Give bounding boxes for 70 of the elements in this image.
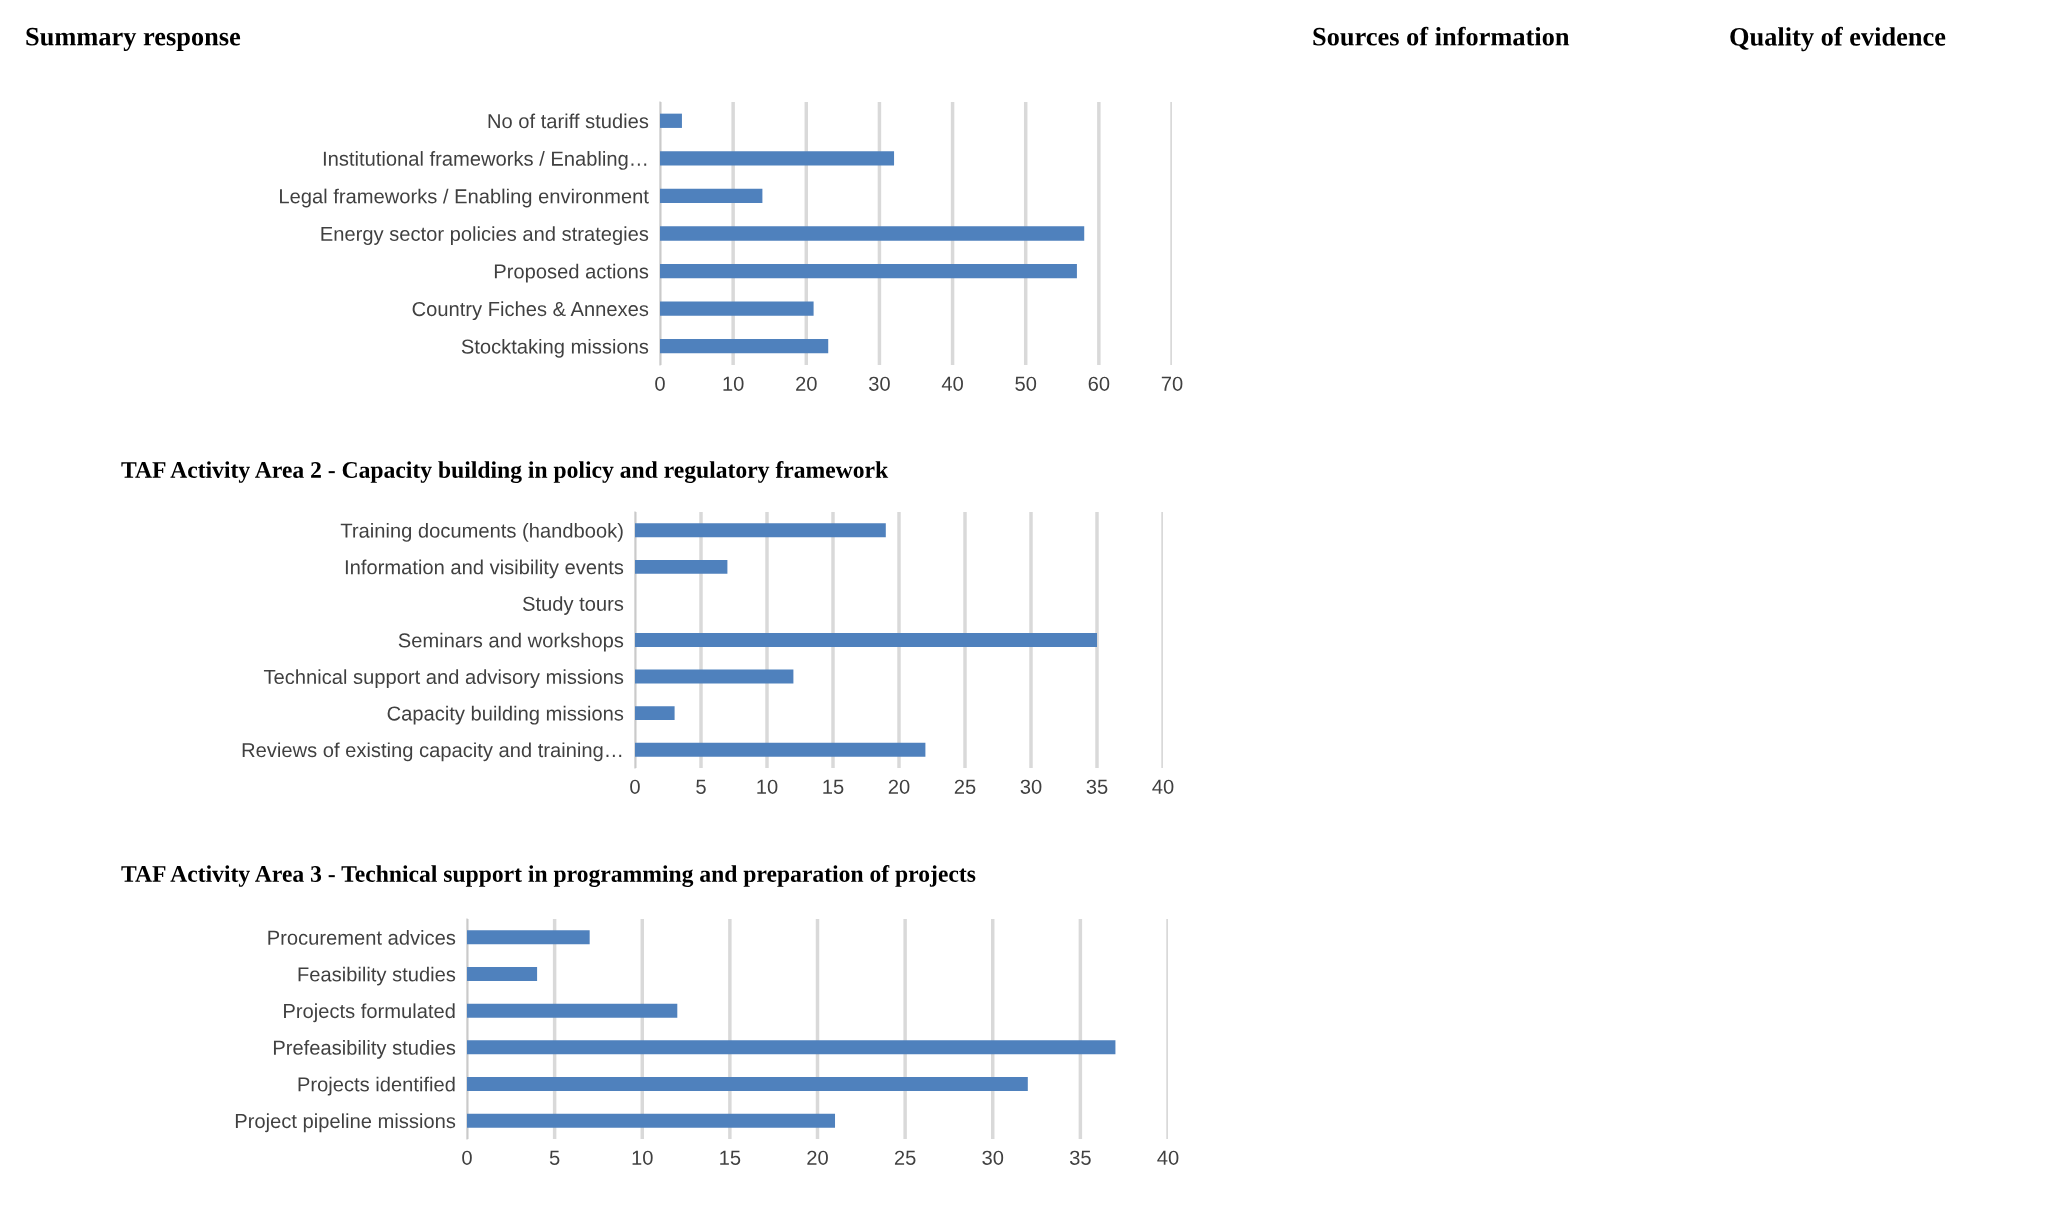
x-tick-label: 70 xyxy=(1161,376,1183,391)
x-tick-label: 40 xyxy=(1152,779,1174,794)
bar xyxy=(660,226,1085,241)
x-tick-label: 35 xyxy=(1086,779,1108,794)
bar xyxy=(635,523,886,538)
chart-title: TAF Activity Area 2 - Capacity building in policy and regulatory framework xyxy=(121,461,889,483)
bar xyxy=(467,1113,836,1128)
y-tick-label: Country Fiches & Annexes xyxy=(412,301,649,321)
bar xyxy=(635,742,926,757)
x-tick-label: 40 xyxy=(941,376,963,391)
y-tick-label: Projects formulated xyxy=(284,1003,455,1023)
y-tick-label: Technical support and advisory missions xyxy=(263,669,624,689)
y-tick-label: Stocktaking missions xyxy=(461,338,649,358)
x-tick-label: 15 xyxy=(720,1150,741,1165)
bar xyxy=(467,930,590,945)
y-tick-label: Study tours xyxy=(522,596,624,615)
x-tick-label: 40 xyxy=(1157,1150,1179,1165)
y-tick-label: Information and visibility events xyxy=(345,559,624,579)
y-tick-label: Institutional frameworks / Enabling… xyxy=(323,151,647,170)
y-tick-label: Feasibility studies xyxy=(298,966,456,986)
chart-title: TAF Activity Area 3 - Technical support in programming and preparation of projects xyxy=(121,865,976,887)
y-tick-label: Proposed actions xyxy=(494,263,649,283)
text: Quality of evidence xyxy=(1730,26,1946,52)
x-tick-label: 60 xyxy=(1088,376,1110,391)
x-tick-label: 5 xyxy=(549,1150,560,1165)
x-tick-label: 30 xyxy=(982,1150,1004,1165)
x-tick-label: 25 xyxy=(954,779,976,794)
y-tick-label: Capacity building missions xyxy=(387,705,624,725)
y-tick-label: Training documents (handbook) xyxy=(340,522,623,542)
x-tick-label: 35 xyxy=(1069,1150,1091,1165)
y-tick-label: Project pipeline missions xyxy=(235,1113,456,1133)
x-tick-label: 30 xyxy=(1020,779,1042,794)
x-tick-label: 10 xyxy=(757,779,778,794)
x-tick-label: 10 xyxy=(723,376,744,391)
bar xyxy=(467,1003,678,1018)
bar xyxy=(635,669,794,684)
text: Summary response xyxy=(26,27,241,51)
y-tick-label: Reviews of existing capacity and training… xyxy=(242,742,622,762)
x-tick-label: 0 xyxy=(655,376,665,391)
bar xyxy=(467,1040,1116,1055)
x-tick-label: 30 xyxy=(869,376,890,391)
x-tick-label: 20 xyxy=(807,1150,828,1165)
x-tick-label: 20 xyxy=(888,779,910,794)
bar xyxy=(660,188,763,204)
bar xyxy=(660,113,682,128)
y-tick-label: Procurement advices xyxy=(268,930,456,945)
bar xyxy=(635,633,1097,647)
bar xyxy=(660,339,829,354)
x-tick-label: 5 xyxy=(696,779,706,794)
y-tick-label: Legal frameworks / Enabling environment xyxy=(280,188,649,208)
x-tick-label: 20 xyxy=(796,376,817,391)
y-tick-label: Prefeasibility studies xyxy=(273,1040,456,1059)
y-tick-label: No of tariff studies xyxy=(488,113,649,129)
bar xyxy=(467,1077,1028,1091)
bar xyxy=(467,967,538,981)
bar xyxy=(660,263,1077,279)
bar xyxy=(660,301,814,316)
bar xyxy=(635,706,675,721)
x-tick-label: 50 xyxy=(1015,376,1037,391)
y-tick-label: Seminars and workshops xyxy=(398,632,624,652)
y-tick-label: Energy sector policies and strategies xyxy=(321,226,649,245)
y-tick-label: Projects identified xyxy=(298,1076,455,1096)
x-tick-label: 15 xyxy=(823,779,844,794)
x-tick-label: 25 xyxy=(894,1150,916,1165)
x-tick-label: 0 xyxy=(462,1150,472,1165)
x-tick-label: 0 xyxy=(630,779,640,794)
x-tick-label: 10 xyxy=(632,1150,653,1165)
bar xyxy=(635,559,728,574)
bar xyxy=(660,151,895,166)
source-note: Sources of information xyxy=(1313,26,1570,46)
